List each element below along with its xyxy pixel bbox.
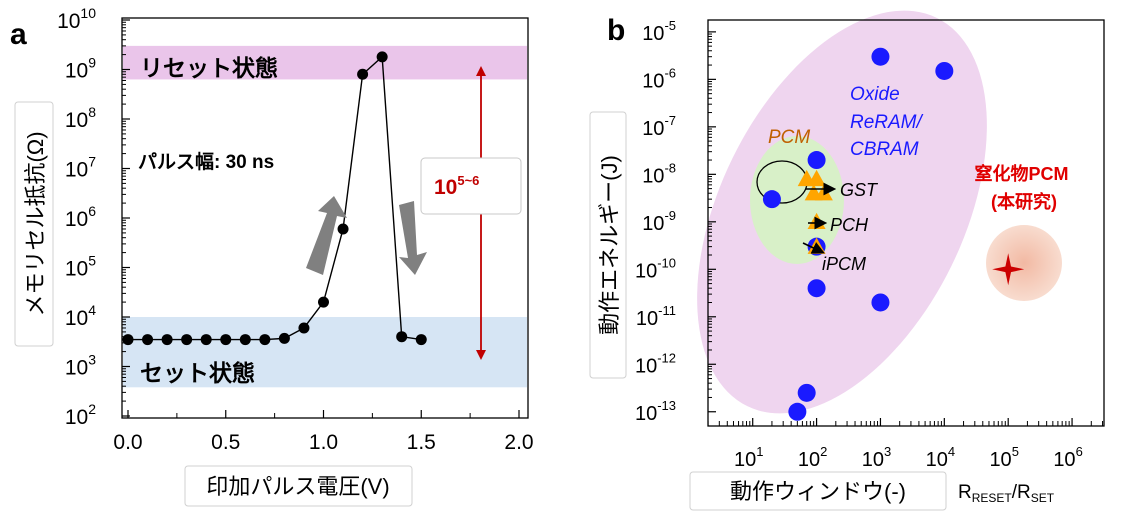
ratio-label: 105~6 (434, 173, 479, 199)
x-tick-label: 0.5 (211, 431, 240, 454)
data-point (220, 334, 232, 346)
resistance-points (122, 51, 427, 346)
data-point (318, 296, 329, 308)
resistance-ratio-label: RRESET/RSET (958, 482, 1055, 505)
panel-b-label: b (607, 14, 625, 47)
x-tick-label: 1.5 (407, 431, 436, 454)
y-tick-label: 10-12 (635, 350, 676, 377)
x-tick-label: 105 (989, 444, 1018, 471)
reram-point (797, 383, 816, 402)
data-point (259, 334, 271, 346)
panel-a-ylabel-box (14, 101, 54, 347)
y-tick-label: 109 (65, 55, 96, 83)
y-tick-label: 102 (65, 401, 96, 429)
y-tick-label: 10-11 (636, 303, 676, 330)
data-point (357, 68, 369, 80)
panel-a-label: a (10, 18, 27, 51)
reram-point (788, 402, 807, 421)
panel-b: b 10-510-610-710-810-910-1010-1110-1210-… (589, 10, 1105, 511)
nitride-pcm-point (992, 253, 1025, 286)
reset-state-band (123, 45, 527, 80)
panel-b-plot-frame (707, 19, 1105, 427)
data-point (239, 334, 251, 346)
panel-a-xlabel-box (184, 465, 413, 507)
set-state-label: セット状態 (140, 360, 255, 386)
panel-a-x-ticks: 0.0 0.5 1.0 1.5 2.0 (113, 410, 534, 454)
data-point (298, 322, 310, 334)
panel-a-y-ticks: 102 103 104 105 106 107 108 109 1010 (57, 5, 130, 429)
x-tick-label: 103 (862, 444, 891, 471)
y-tick-label: 10-6 (642, 65, 676, 92)
reram-point (762, 190, 781, 209)
pch-label: PCH (830, 215, 869, 235)
x-tick-label: 0.0 (113, 431, 142, 454)
panel-a-xlabel: 印加パルス電圧(V) (206, 474, 389, 499)
nitride-pcm-star (992, 253, 1025, 286)
y-tick-label: 104 (65, 302, 96, 330)
data-point (376, 51, 388, 63)
reset-state-label: リセット状態 (140, 55, 278, 81)
gst-label: GST (840, 180, 879, 200)
panel-b-xlabel: 動作ウィンドウ(-) (730, 479, 906, 504)
nitride-pcm-glow (986, 225, 1062, 301)
y-tick-label: 107 (65, 154, 96, 182)
x-tick-label: 104 (926, 444, 955, 471)
data-point (181, 334, 193, 346)
data-point (337, 223, 349, 235)
data-point (122, 334, 134, 346)
ratio-box (420, 157, 522, 215)
panel-a-ylabel: メモリセル抵抗(Ω) (23, 131, 48, 316)
x-tick-label: 101 (734, 444, 763, 471)
x-tick-label: 2.0 (504, 431, 533, 454)
y-tick-label: 10-10 (635, 255, 676, 282)
pcm-series-label: PCM (768, 127, 810, 148)
panel-b-ylabel: 動作エネルギー(J) (597, 155, 622, 335)
x-tick-label: 106 (1053, 444, 1082, 471)
nitride-pcm-series-label: 窒化物PCM (本研究) (974, 163, 1073, 212)
reram-point (871, 47, 890, 66)
y-tick-label: 10-7 (642, 113, 676, 140)
reram-point (871, 293, 890, 312)
y-tick-label: 10-8 (642, 160, 676, 187)
panel-a: a 102 103 104 105 106 107 108 109 1010 0.0 0.5 1.0… (10, 5, 534, 507)
reram-point (807, 151, 826, 170)
data-point (200, 334, 212, 346)
y-tick-label: 1010 (57, 5, 96, 33)
set-state-band (123, 317, 527, 388)
y-tick-label: 10-9 (642, 208, 676, 235)
x-tick-label: 1.0 (309, 431, 338, 454)
y-tick-label: 105 (65, 253, 96, 281)
reram-point (807, 279, 826, 298)
panel-b-x-ticks: 101 102 103 104 105 106 (707, 418, 1104, 471)
panel-b-y-ticks: 10-5 10-6 10-7 10-8 10-9 10-10 10-11 10-12 10-13 (635, 18, 716, 425)
data-point (415, 334, 427, 346)
ipcm-label: iPCM (822, 254, 866, 274)
y-tick-label: 10-5 (642, 18, 676, 45)
y-tick-label: 108 (65, 104, 96, 132)
data-point (278, 332, 290, 344)
ipcm-pointer (802, 242, 825, 254)
y-tick-label: 10-13 (635, 398, 676, 425)
reram-point (935, 61, 954, 80)
reram-series-label: Oxide ReRAM/ CBRAM (850, 84, 927, 160)
panel-b-xlabel-box (689, 471, 947, 511)
x-tick-label: 102 (798, 444, 827, 471)
y-tick-label: 103 (65, 352, 96, 380)
data-point (161, 334, 173, 346)
panel-b-ylabel-box (589, 111, 627, 379)
resistance-line (128, 55, 422, 341)
decrease-arrow (399, 201, 427, 275)
pcm-point (807, 169, 826, 187)
y-tick-label: 106 (65, 203, 96, 231)
data-point (396, 331, 408, 343)
data-point (142, 334, 154, 346)
increase-arrow (306, 196, 347, 275)
pulse-width-note: パルス幅: 30 ns (138, 150, 274, 173)
